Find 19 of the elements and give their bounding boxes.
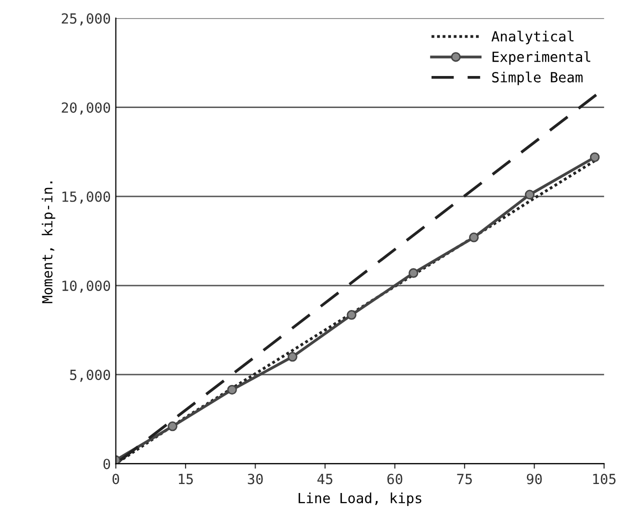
y-tick-label: 15,000 <box>62 191 110 204</box>
x-tick-label: 90 <box>526 474 542 484</box>
x-tick-label: 0 <box>112 474 120 484</box>
y-tick-label: 5,000 <box>70 370 110 382</box>
y-tick-label: 20,000 <box>62 102 110 115</box>
y-axis-title: Moment, kip-in. <box>42 182 56 304</box>
y-tick-label: 25,000 <box>62 13 110 26</box>
x-tick-label: 105 <box>593 474 616 484</box>
y-tick-label: 0 <box>103 458 110 470</box>
legend-label: Simple Beam <box>492 72 583 86</box>
legend-label: Analytical <box>492 30 574 44</box>
x-tick-label: 15 <box>178 474 193 484</box>
x-tick-label: 60 <box>387 474 402 484</box>
legend-label: Experimental <box>492 51 590 65</box>
x-axis-title: Line Load, kips <box>298 492 422 506</box>
x-tick-label: 75 <box>457 474 472 484</box>
x-tick-label: 30 <box>248 474 263 484</box>
y-tick-label: 10,000 <box>62 280 110 293</box>
x-tick-label: 45 <box>317 474 332 484</box>
